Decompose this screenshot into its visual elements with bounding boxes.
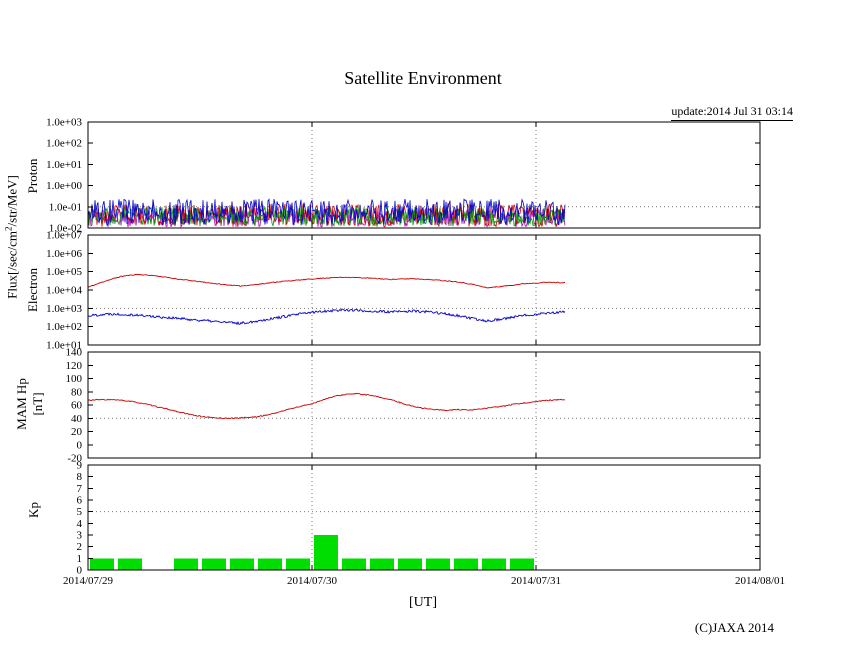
copyright: (C)JAXA 2014 (694, 620, 774, 635)
svg-text:8: 8 (77, 471, 83, 483)
electron-axis-label: Electron (25, 267, 40, 313)
svg-text:1.0e+00: 1.0e+00 (46, 180, 82, 192)
svg-text:120: 120 (66, 360, 83, 372)
svg-text:2014/07/30: 2014/07/30 (287, 575, 338, 587)
nt-axis-label: [nT] (30, 392, 45, 416)
svg-text:5: 5 (77, 506, 83, 518)
svg-text:1.0e+06: 1.0e+06 (46, 248, 82, 260)
svg-text:20: 20 (71, 426, 83, 438)
svg-text:1: 1 (77, 553, 83, 565)
svg-text:-20: -20 (67, 453, 82, 465)
svg-text:2014/07/31: 2014/07/31 (511, 575, 561, 587)
ut-axis-label: [UT] (409, 595, 437, 610)
svg-text:1.0e+05: 1.0e+05 (46, 266, 82, 278)
svg-text:2014/07/29: 2014/07/29 (63, 575, 114, 587)
svg-text:1.0e-01: 1.0e-01 (49, 201, 82, 213)
svg-text:1.0e+04: 1.0e+04 (46, 285, 82, 297)
flux-axis-label-prefix: Flux[/sec/cm (4, 230, 20, 299)
svg-text:1.0e+03: 1.0e+03 (46, 303, 82, 315)
x-axis-tick-labels: 2014/07/29 2014/07/30 2014/07/31 2014/08/01 (63, 575, 785, 587)
chart-title: Satellite Environment (344, 68, 502, 88)
svg-text:3: 3 (77, 530, 83, 542)
svg-text:2014/08/01: 2014/08/01 (735, 575, 785, 587)
svg-text:100: 100 (66, 373, 83, 385)
svg-text:1.0e-02: 1.0e-02 (49, 223, 82, 235)
svg-text:7: 7 (77, 483, 83, 495)
flux-axis-label-suffix: /str/MeV] (4, 175, 20, 227)
svg-text:6: 6 (77, 495, 83, 507)
svg-text:4: 4 (77, 518, 83, 530)
svg-text:0: 0 (77, 565, 83, 577)
proton-axis-label: Proton (25, 158, 40, 194)
svg-text:1.0e+01: 1.0e+01 (46, 340, 82, 352)
flux-axis-label-sup: 2 (3, 226, 14, 231)
svg-text:140: 140 (66, 347, 83, 359)
svg-text:2: 2 (77, 541, 83, 553)
update-timestamp: update:2014 Jul 31 03:14 (671, 104, 793, 121)
kp-axis-label: Kp (26, 502, 41, 518)
svg-text:0: 0 (77, 439, 83, 451)
svg-text:1.0e+01: 1.0e+01 (46, 159, 82, 171)
svg-text:9: 9 (77, 460, 83, 472)
svg-text:40: 40 (71, 413, 83, 425)
svg-text:1.0e+07: 1.0e+07 (46, 230, 82, 242)
flux-axis-label: Flux[/sec/cm2/str/MeV] (3, 175, 20, 299)
mam-hp-axis-label: MAM Hp (14, 378, 29, 430)
panel-electron: 1.0e+07 1.0e+06 1.0e+05 1.0e+04 1.0e+03 1.0e+… (46, 230, 761, 352)
svg-text:80: 80 (71, 386, 83, 398)
svg-text:1.0e+02: 1.0e+02 (46, 138, 82, 150)
panel-proton: 1.0e+03 1.0e+02 1.0e+01 1.0e+00 1.0e-01 1.0e-… (46, 117, 761, 235)
svg-text:1.0e+02: 1.0e+02 (46, 321, 82, 333)
svg-text:60: 60 (71, 400, 83, 412)
svg-text:1.0e+03: 1.0e+03 (46, 117, 82, 129)
